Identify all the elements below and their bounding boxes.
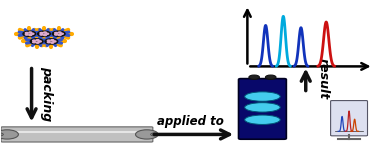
- Circle shape: [29, 34, 32, 36]
- Circle shape: [46, 33, 49, 34]
- Circle shape: [249, 75, 259, 79]
- Circle shape: [0, 133, 3, 136]
- FancyBboxPatch shape: [239, 79, 287, 139]
- Circle shape: [51, 42, 54, 43]
- Circle shape: [30, 39, 43, 44]
- Circle shape: [47, 40, 50, 41]
- Ellipse shape: [245, 92, 280, 101]
- Circle shape: [136, 130, 158, 139]
- Circle shape: [36, 40, 39, 41]
- Circle shape: [47, 42, 50, 43]
- Circle shape: [55, 32, 57, 34]
- Circle shape: [25, 32, 28, 34]
- Circle shape: [40, 34, 43, 35]
- Text: applied to: applied to: [158, 115, 224, 128]
- Circle shape: [55, 34, 57, 35]
- Circle shape: [58, 34, 61, 36]
- Circle shape: [60, 33, 63, 34]
- Circle shape: [51, 40, 54, 41]
- FancyBboxPatch shape: [1, 127, 153, 142]
- Circle shape: [45, 39, 58, 44]
- Circle shape: [40, 32, 43, 34]
- Ellipse shape: [245, 115, 280, 124]
- Circle shape: [29, 32, 32, 33]
- Text: packing: packing: [40, 66, 53, 121]
- Circle shape: [265, 75, 276, 79]
- Circle shape: [43, 32, 46, 33]
- Circle shape: [23, 31, 36, 36]
- Text: HPLC: HPLC: [249, 140, 276, 149]
- FancyBboxPatch shape: [331, 101, 367, 136]
- Ellipse shape: [245, 103, 280, 112]
- Circle shape: [58, 32, 61, 33]
- Text: result: result: [316, 58, 329, 99]
- Circle shape: [0, 130, 19, 139]
- Circle shape: [33, 42, 36, 43]
- Circle shape: [38, 31, 50, 36]
- Circle shape: [36, 42, 39, 43]
- Circle shape: [25, 34, 28, 35]
- Circle shape: [33, 40, 36, 41]
- Circle shape: [150, 133, 158, 136]
- Circle shape: [52, 31, 65, 36]
- Circle shape: [43, 34, 46, 36]
- Circle shape: [31, 33, 34, 34]
- Circle shape: [39, 41, 41, 42]
- Circle shape: [53, 41, 56, 42]
